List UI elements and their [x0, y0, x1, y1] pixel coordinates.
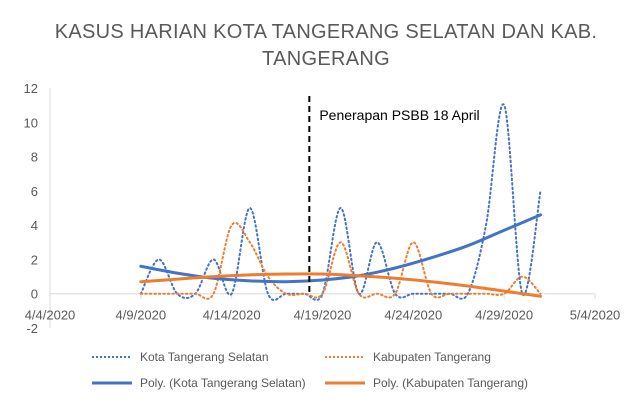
x-tick-label: 4/14/2020: [203, 308, 261, 323]
legend-label-kota-tangerang-selatan: Kota Tangerang Selatan: [140, 350, 269, 364]
y-tick-label: 8: [31, 150, 38, 165]
chart-title-line-2: TANGERANG: [262, 48, 390, 70]
series-layer: [139, 103, 542, 301]
legend-item-poly-kabupaten-tangerang: Poly. (Kabupaten Tangerang): [325, 376, 528, 390]
x-tick-label: 4/29/2020: [475, 308, 533, 323]
legend-item-kota-tangerang-selatan: Kota Tangerang Selatan: [92, 350, 269, 364]
x-tick-label: 4/9/2020: [116, 308, 167, 323]
y-tick-labels: -2 0 2 4 6 8 10 12: [24, 81, 38, 336]
x-tick-label: 4/19/2020: [294, 308, 352, 323]
y-tick-label: 4: [31, 218, 38, 233]
x-tick-label: 5/4/2020: [570, 308, 621, 323]
x-tick-label: 4/4/2020: [25, 308, 76, 323]
legend-label-poly-kota-tangerang-selatan: Poly. (Kota Tangerang Selatan): [140, 376, 306, 390]
legend-label-kabupaten-tangerang: Kabupaten Tangerang: [373, 350, 491, 364]
y-tick-label: -2: [26, 321, 38, 336]
y-tick-label: 10: [24, 115, 38, 130]
x-tick-label: 4/24/2020: [384, 308, 442, 323]
chart-title-line-1: KASUS HARIAN KOTA TANGERANG SELATAN DAN …: [55, 21, 598, 43]
psbb-annotation: Penerapan PSBB 18 April: [319, 107, 479, 123]
series-line-poly-kota-tangerang-selatan: [139, 213, 542, 284]
y-tick-label: 0: [31, 287, 38, 302]
series-line-poly-kabupaten-tangerang: [139, 272, 542, 298]
legend-item-poly-kota-tangerang-selatan: Poly. (Kota Tangerang Selatan): [92, 376, 306, 390]
y-tick-label: 12: [24, 81, 38, 96]
series-line-kabupaten-tangerang: [139, 222, 542, 300]
y-tick-label: 6: [31, 184, 38, 199]
legend-item-kabupaten-tangerang: Kabupaten Tangerang: [325, 350, 491, 364]
y-tick-label: 2: [31, 252, 38, 267]
series-line-kota-tangerang-selatan: [139, 103, 542, 301]
x-tick-labels: 4/4/2020 4/9/2020 4/14/2020 4/19/2020 4/24/2…: [25, 293, 621, 323]
legend: Kota Tangerang Selatan Kabupaten Tangera…: [92, 350, 528, 390]
legend-label-poly-kabupaten-tangerang: Poly. (Kabupaten Tangerang): [373, 376, 528, 390]
